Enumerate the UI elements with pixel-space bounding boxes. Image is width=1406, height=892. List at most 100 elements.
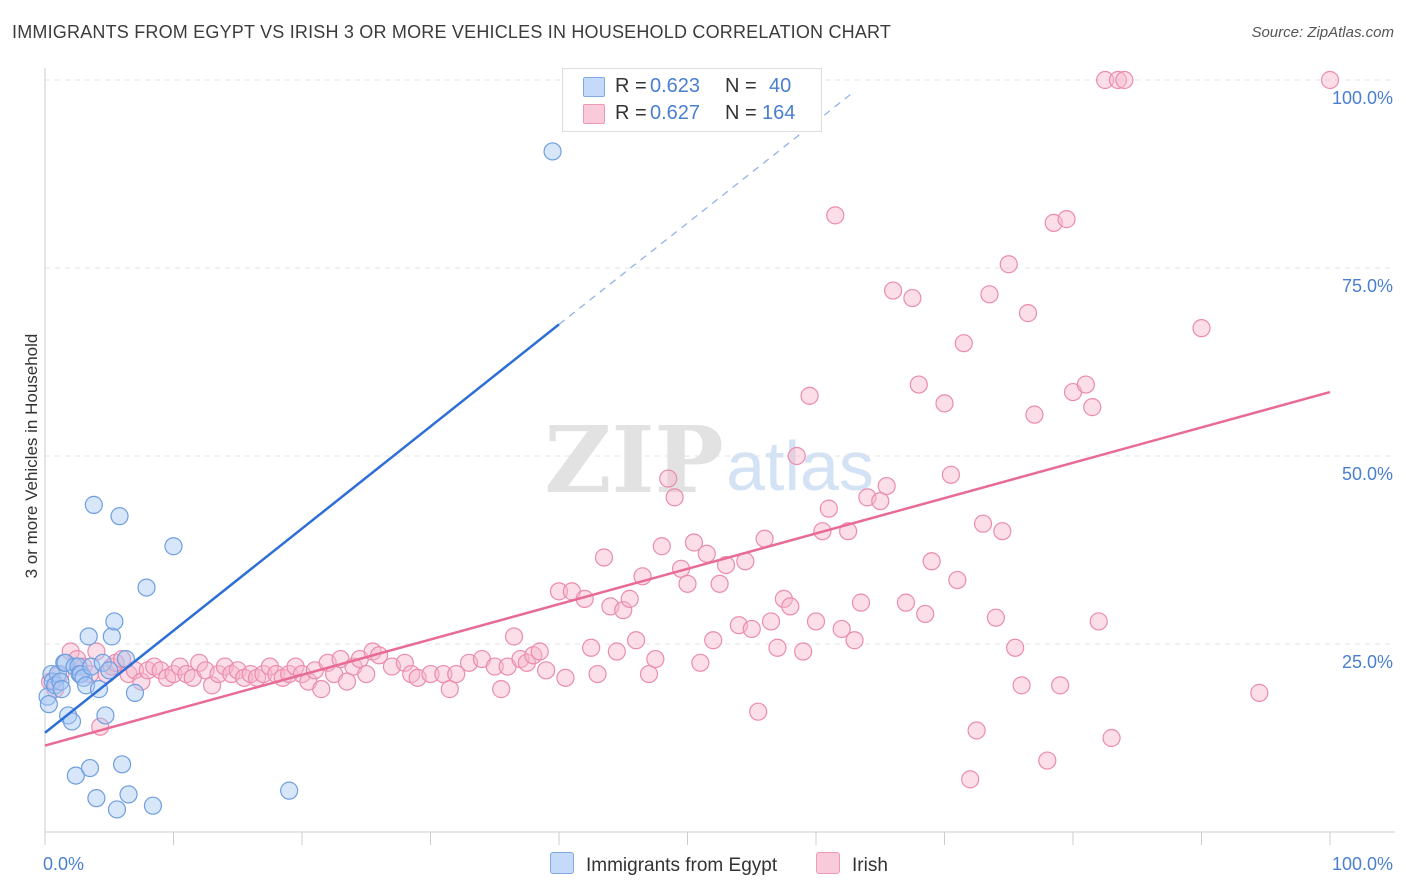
chart-title: IMMIGRANTS FROM EGYPT VS IRISH 3 OR MORE…	[12, 22, 892, 42]
data-point	[877, 476, 896, 496]
data-point	[357, 664, 376, 684]
data-point	[993, 522, 1012, 541]
data-point	[639, 664, 659, 684]
data-point	[286, 657, 305, 676]
data-point	[1051, 676, 1070, 695]
data-point	[209, 664, 228, 684]
data-point	[922, 552, 941, 571]
n-label: N =	[725, 75, 757, 97]
data-point	[652, 537, 671, 556]
data-point	[787, 446, 806, 466]
data-point	[110, 507, 129, 526]
data-point	[537, 661, 556, 680]
data-point	[549, 582, 569, 601]
irish-legend-swatch	[816, 852, 840, 874]
data-point	[954, 334, 973, 353]
data-point	[337, 672, 357, 691]
data-point	[883, 281, 903, 300]
data-point	[986, 608, 1006, 627]
data-point	[961, 770, 980, 789]
data-point	[749, 702, 768, 721]
data-point	[504, 627, 524, 646]
data-point	[517, 653, 536, 672]
data-point	[254, 664, 273, 684]
data-point	[79, 627, 98, 646]
x-tick-label: 100.0%	[1332, 854, 1393, 874]
watermark-zip: ZIP	[544, 406, 723, 514]
data-point	[51, 672, 70, 691]
data-point	[107, 800, 127, 819]
data-point	[100, 661, 119, 680]
egypt-trend-line	[44, 323, 560, 734]
y-tick-label: 75.0%	[1342, 276, 1393, 296]
data-point	[941, 465, 961, 484]
data-point	[678, 574, 697, 593]
data-point	[312, 680, 331, 699]
r-label: R =	[615, 75, 647, 97]
data-point	[697, 544, 716, 563]
n-value: 164	[762, 102, 796, 124]
data-point	[102, 627, 121, 646]
data-point	[967, 721, 986, 740]
source-label: Source: ZipAtlas.com	[1251, 24, 1394, 41]
irish-swatch	[583, 104, 605, 124]
data-point	[916, 604, 935, 624]
data-point	[543, 142, 562, 161]
data-point	[421, 664, 440, 684]
y-tick-label: 50.0%	[1342, 464, 1393, 484]
data-point	[948, 570, 967, 590]
data-point	[1096, 70, 1115, 90]
data-point	[530, 642, 549, 661]
data-point	[909, 375, 928, 394]
data-point	[52, 680, 71, 699]
stats-row-irish: R = 0.627 N = 164	[563, 102, 821, 128]
data-point	[119, 785, 138, 804]
data-point	[132, 672, 151, 691]
n-label: N =	[725, 102, 757, 124]
legend-label: Immigrants from Egypt	[586, 855, 778, 876]
data-point	[93, 653, 112, 672]
data-point	[1089, 612, 1108, 631]
stats-box: R = 0.623 N = 40 R = 0.627 N = 164	[562, 68, 822, 132]
stats-row-egypt: R = 0.623 N = 40	[563, 75, 821, 101]
data-point	[973, 514, 993, 533]
data-point	[665, 488, 684, 507]
data-point	[62, 712, 82, 731]
data-point	[87, 789, 106, 808]
watermark-atlas: atlas	[726, 427, 874, 505]
data-point	[170, 657, 190, 676]
data-point	[1012, 676, 1031, 695]
data-point	[774, 589, 793, 608]
data-point	[999, 255, 1018, 274]
data-point	[781, 597, 800, 616]
data-point	[620, 589, 639, 608]
legend-label: Irish	[852, 855, 888, 876]
legend-item-irish[interactable]: Irish	[816, 852, 888, 877]
data-point	[582, 638, 601, 657]
data-point	[806, 612, 826, 631]
data-point	[492, 680, 511, 699]
y-tick-label: 100.0%	[1332, 88, 1393, 108]
data-point	[768, 638, 787, 657]
data-point	[395, 653, 414, 672]
data-point	[704, 631, 723, 650]
data-point	[112, 755, 132, 774]
data-point	[659, 469, 678, 488]
data-point	[903, 288, 922, 308]
data-point	[646, 649, 665, 669]
data-point	[716, 555, 736, 575]
data-point	[96, 706, 115, 725]
data-point	[626, 631, 646, 650]
data-point	[742, 619, 761, 639]
data-point	[794, 642, 813, 661]
data-point	[607, 642, 626, 661]
data-point	[826, 206, 845, 225]
data-point	[845, 631, 864, 650]
data-point	[190, 653, 209, 672]
data-point	[684, 533, 704, 552]
x-tick-label: 0.0%	[43, 854, 84, 874]
legend-item-egypt[interactable]: Immigrants from Egypt	[550, 852, 777, 877]
egypt-swatch	[583, 77, 605, 97]
data-point	[594, 548, 614, 567]
